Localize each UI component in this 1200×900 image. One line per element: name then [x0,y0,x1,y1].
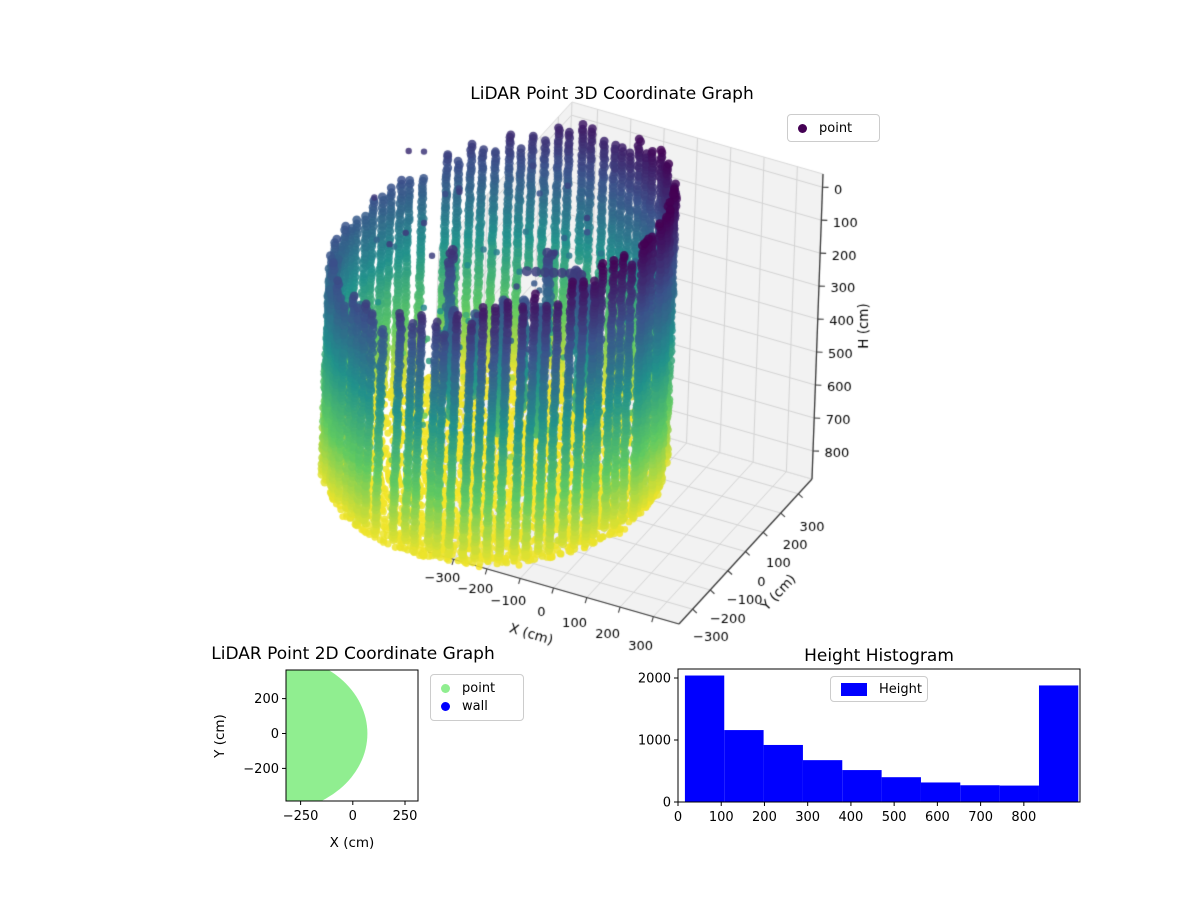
x-tick-label: 400 [839,810,864,825]
plot2d-legend: point wall [430,674,524,721]
point-marker-icon [798,123,807,133]
plot2d-x-axis-label: X (cm) [330,835,375,851]
plot3d-title: LiDAR Point 3D Coordinate Graph [470,84,754,104]
histogram-axes-frame [677,668,1081,803]
bar [999,785,1039,802]
x-tick-label: 300 [795,810,820,825]
histogram-title: Height Histogram [804,646,954,666]
bar [960,785,1000,802]
x-tick-label: 800 [1011,810,1036,825]
plot2d-legend-entry-wall: wall [441,698,513,717]
bar [763,744,803,802]
plot2d-y-axis-label: Y (cm) [212,714,228,759]
plot2d-legend-label-wall: wall [462,699,488,715]
x-tick-label: 250 [393,809,418,824]
plot2d: −250 0 250 200 0 −200 X (cm) Y (cm) [212,669,419,851]
height-swatch-icon [841,682,867,696]
x-tick-label: 600 [925,810,950,825]
plot2d-legend-label-point: point [462,680,496,696]
plot2d-ticks: −250 0 250 200 0 −200 [243,692,417,824]
y-tick-label: 2000 [638,672,671,687]
bar [684,675,725,802]
histogram-legend: Height [830,676,928,702]
y-tick-label: 0 [663,796,671,811]
histogram-legend-entry: Height [841,681,922,697]
x-tick-label: 500 [882,810,907,825]
plot2d-legend-entry-point: point [441,679,513,698]
plot2d-point-region [286,670,368,801]
bar [920,782,961,802]
histogram-bars [684,675,1079,802]
plot3d-legend: point [787,114,880,142]
plot2d-title: LiDAR Point 2D Coordinate Graph [211,644,495,664]
y-tick-label: 200 [254,692,279,707]
bar [1038,685,1079,802]
bar [842,770,882,802]
y-tick-label: 1000 [638,734,671,749]
plot3d-legend-label: point [819,120,853,136]
x-tick-label: 700 [968,810,993,825]
histogram-legend-label: Height [879,681,922,697]
y-tick-label: 0 [271,727,279,742]
histogram: 0 100 200 300 400 500 600 700 800 0 1000 2000 [638,668,1081,826]
x-tick-label: −250 [283,809,319,824]
x-tick-label: 100 [709,810,734,825]
bar [724,730,764,802]
plot2d-axes-frame [285,669,419,802]
wall-marker-icon [441,702,450,712]
point-marker-icon [441,683,450,693]
x-tick-label: 0 [349,809,357,824]
x-tick-label: 0 [674,810,682,825]
plot3d-legend-entry-point: point [798,119,869,137]
histogram-ticks: 0 100 200 300 400 500 600 700 800 0 1000 2000 [638,672,1036,826]
bar [802,760,843,802]
x-tick-label: 200 [752,810,777,825]
bar [881,777,921,802]
y-tick-label: −200 [243,762,279,777]
